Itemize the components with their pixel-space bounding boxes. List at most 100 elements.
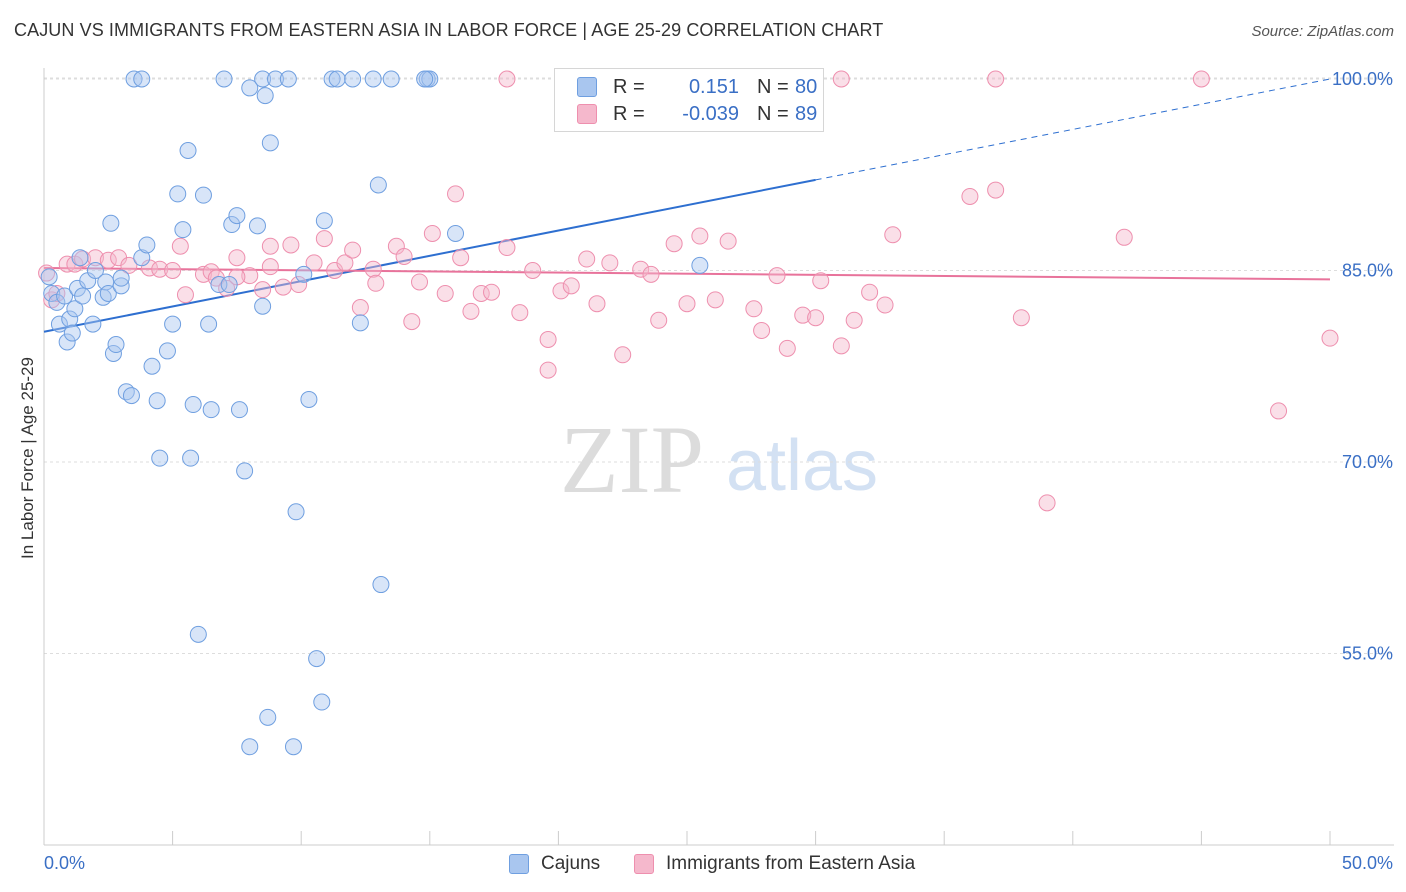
n-label: N = xyxy=(757,76,789,98)
data-point xyxy=(395,247,413,265)
data-point xyxy=(300,390,318,408)
data-point xyxy=(169,185,187,203)
data-point xyxy=(364,260,382,278)
stats-legend: R = 0.151 N = 80 R = -0.039 N = 89 xyxy=(554,68,824,132)
chart-title: CAJUN VS IMMIGRANTS FROM EASTERN ASIA IN… xyxy=(14,20,884,40)
data-point xyxy=(107,336,125,354)
data-point xyxy=(1012,309,1030,327)
data-point xyxy=(50,315,68,333)
data-point xyxy=(248,217,266,235)
chart-source: Source: ZipAtlas.com xyxy=(1251,23,1394,40)
data-point xyxy=(1038,494,1056,512)
data-point xyxy=(71,249,89,267)
data-point xyxy=(632,260,650,278)
data-point xyxy=(421,70,439,88)
x-tick-label: 0.0% xyxy=(44,853,85,873)
data-point xyxy=(832,337,850,355)
data-point xyxy=(215,70,233,88)
data-point xyxy=(987,70,1005,88)
data-point xyxy=(182,449,200,467)
data-point xyxy=(158,342,176,360)
data-point xyxy=(305,254,323,272)
watermark: ZIP atlas xyxy=(560,406,878,513)
data-point xyxy=(86,262,104,279)
data-point xyxy=(498,239,516,257)
trend-line-0 xyxy=(43,178,816,333)
data-point xyxy=(403,313,421,331)
data-point xyxy=(344,241,362,259)
data-point xyxy=(256,87,274,105)
data-point xyxy=(63,324,81,342)
data-point xyxy=(812,272,830,290)
data-point xyxy=(423,224,441,242)
data-point xyxy=(650,311,668,329)
data-point xyxy=(539,330,557,348)
data-point xyxy=(524,262,542,279)
data-point xyxy=(120,256,138,274)
data-point xyxy=(416,70,434,88)
data-point xyxy=(961,187,979,205)
data-point xyxy=(241,79,259,97)
data-point xyxy=(987,181,1005,199)
watermark-atlas: atlas xyxy=(726,426,878,506)
data-point xyxy=(210,276,228,294)
data-point xyxy=(194,186,212,204)
data-point xyxy=(614,346,632,364)
data-point xyxy=(261,258,279,276)
data-point xyxy=(254,297,272,315)
data-point xyxy=(66,300,84,318)
data-point xyxy=(241,738,259,756)
data-point xyxy=(552,282,570,300)
data-point xyxy=(351,299,369,317)
data-point xyxy=(241,267,259,285)
data-point xyxy=(483,283,501,301)
legend-swatch-eastern-asia xyxy=(634,854,654,874)
data-point xyxy=(122,387,140,405)
data-point xyxy=(189,625,207,643)
data-point xyxy=(279,70,297,88)
legend-label-eastern-asia: Immigrants from Eastern Asia xyxy=(666,853,916,874)
legend-swatch-eastern-asia xyxy=(577,104,597,124)
data-point xyxy=(1115,228,1133,246)
data-point xyxy=(578,250,596,268)
data-point xyxy=(102,214,120,232)
data-point xyxy=(133,249,151,267)
data-point xyxy=(261,237,279,255)
data-point xyxy=(282,236,300,254)
data-point xyxy=(678,295,696,313)
x-tick-labels: 0.0% 50.0% xyxy=(44,853,1393,873)
data-point xyxy=(86,249,104,267)
data-point xyxy=(807,309,825,327)
data-point xyxy=(148,392,166,410)
data-point xyxy=(372,576,390,594)
data-point xyxy=(778,339,796,357)
data-point xyxy=(498,70,516,88)
data-point xyxy=(876,296,894,314)
watermark-zip: ZIP xyxy=(560,406,704,513)
data-point xyxy=(200,315,218,333)
data-point xyxy=(336,254,354,272)
r-value: -0.039 xyxy=(682,103,739,125)
data-point xyxy=(665,235,683,253)
data-point xyxy=(284,738,302,756)
series-legend: Cajuns Immigrants from Eastern Asia xyxy=(0,852,1406,878)
data-point xyxy=(236,462,254,480)
data-point xyxy=(99,251,117,269)
data-point xyxy=(1321,329,1339,347)
data-point xyxy=(447,224,465,242)
data-point xyxy=(112,269,130,287)
data-point xyxy=(1270,402,1288,420)
data-point xyxy=(151,449,169,467)
y-tick-label: 55.0% xyxy=(1342,644,1393,664)
data-point xyxy=(328,70,346,88)
data-point xyxy=(228,207,246,225)
data-point xyxy=(369,176,387,194)
data-point xyxy=(184,396,202,414)
data-point xyxy=(164,262,182,279)
trend-lines xyxy=(43,78,1331,333)
legend-swatch-cajuns xyxy=(509,854,529,874)
data-point xyxy=(133,70,151,88)
data-point xyxy=(56,287,74,305)
data-point xyxy=(171,237,189,255)
